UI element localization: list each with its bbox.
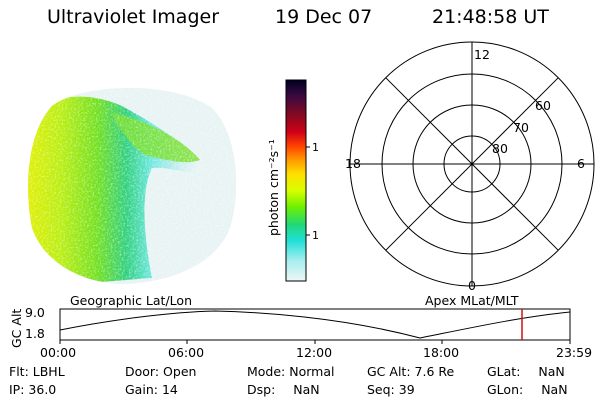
info-seq: Seq: 39: [367, 382, 415, 397]
x-tick-1800: 18:00: [423, 345, 459, 360]
info-glon: GLon: NaN: [487, 382, 568, 397]
colorbar: 100 10 photon cm⁻²s⁻¹: [266, 79, 318, 282]
auroral-image: [28, 87, 237, 284]
y-tick-9: 9.0: [25, 305, 45, 320]
info-ip: IP: 36.0: [9, 382, 57, 397]
mlt-label-18: 18: [345, 156, 361, 171]
lat-label-70: 70: [513, 120, 529, 135]
colorbar-tick-10: 10: [312, 229, 318, 242]
info-gc-alt: GC Alt: 7.6 Re: [367, 364, 455, 379]
x-tick-2359: 23:59: [556, 345, 592, 360]
timeline-left-label: Geographic Lat/Lon: [70, 293, 192, 308]
y-tick-1-8: 1.8: [25, 326, 45, 341]
info-mode: Mode: Normal: [247, 364, 335, 379]
timeline-axis-title: GC Alt: [9, 309, 24, 348]
altitude-timeline: GC Alt 9.0 1.8 00:00 06:00 12:00 18:00 2…: [9, 305, 592, 360]
lat-label-60: 60: [535, 98, 551, 113]
mlt-label-6: 6: [577, 156, 585, 171]
info-flt: Flt: LBHL: [9, 364, 65, 379]
info-door: Door: Open: [125, 364, 197, 379]
timeline-right-label: Apex MLat/MLT: [425, 293, 519, 308]
info-gain: Gain: 14: [125, 382, 178, 397]
info-glat: GLat: NaN: [487, 364, 565, 379]
colorbar-unit-label: photon cm⁻²s⁻¹: [266, 139, 281, 236]
polar-plot: 12 18 6 0 60 70 80: [345, 41, 595, 293]
x-tick-0000: 00:00: [40, 345, 76, 360]
instrument-title: Ultraviolet Imager: [47, 6, 220, 28]
lat-label-80: 80: [492, 141, 508, 156]
time-label: 21:48:58 UT: [432, 6, 549, 28]
date-label: 19 Dec 07: [275, 6, 373, 28]
x-tick-0600: 06:00: [168, 345, 204, 360]
x-tick-1200: 12:00: [296, 345, 332, 360]
mlt-label-12: 12: [474, 47, 490, 62]
mlt-label-0: 0: [468, 278, 476, 293]
info-dsp: Dsp: NaN: [247, 382, 320, 397]
colorbar-tick-100: 100: [312, 141, 318, 154]
